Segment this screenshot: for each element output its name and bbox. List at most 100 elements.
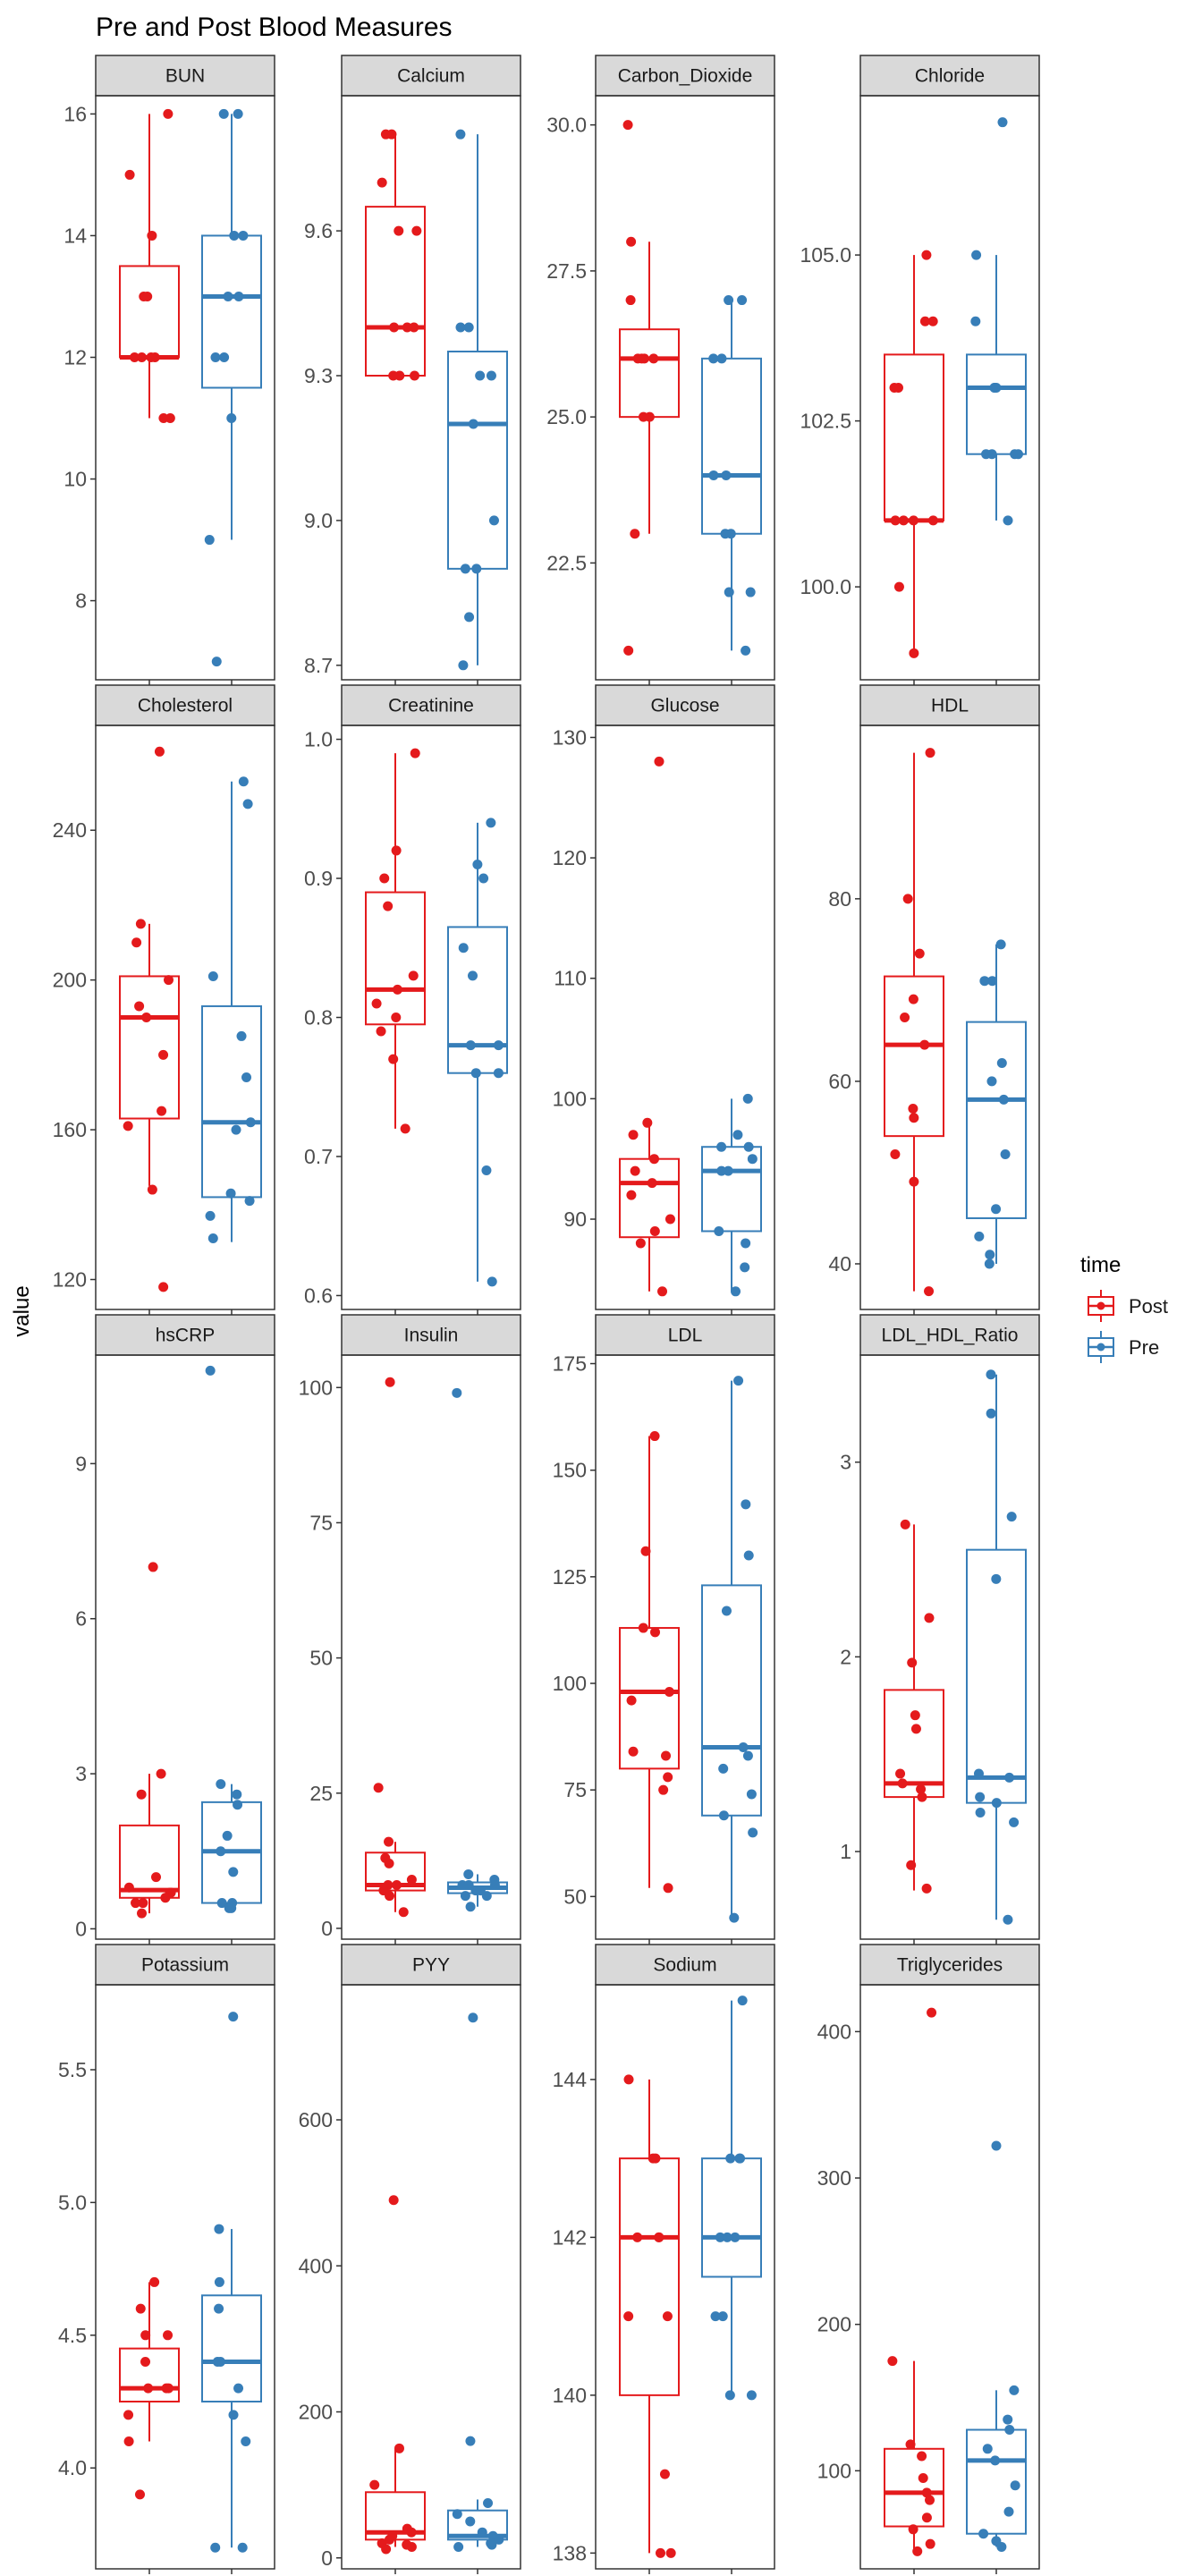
facet-strip bbox=[95, 55, 275, 97]
y-tick-label: 50 bbox=[309, 1647, 333, 1670]
data-point bbox=[925, 2495, 935, 2505]
data-point bbox=[649, 1431, 660, 1442]
data-point bbox=[494, 2534, 504, 2545]
box-pre bbox=[201, 1004, 262, 1199]
data-point bbox=[626, 1190, 637, 1200]
data-point bbox=[623, 645, 634, 656]
data-point bbox=[158, 1282, 169, 1292]
data-point bbox=[991, 2140, 1002, 2151]
data-point bbox=[406, 2542, 417, 2553]
data-point bbox=[142, 291, 153, 301]
data-point bbox=[984, 1258, 995, 1269]
data-point bbox=[158, 1049, 169, 1060]
data-point bbox=[233, 108, 243, 119]
data-point bbox=[384, 1836, 394, 1847]
y-tick-label: 140 bbox=[553, 2384, 587, 2407]
y-tick-label: 25 bbox=[309, 1782, 333, 1805]
data-point bbox=[409, 322, 419, 333]
data-point bbox=[214, 2276, 224, 2287]
data-point bbox=[207, 970, 218, 981]
data-point bbox=[477, 2527, 487, 2538]
y-tick-label: 40 bbox=[828, 1252, 851, 1275]
data-point bbox=[659, 2469, 670, 2479]
panel-border bbox=[95, 95, 275, 681]
box-post bbox=[619, 328, 680, 419]
y-tick-label: 10 bbox=[63, 468, 87, 491]
data-point bbox=[1003, 1914, 1013, 1925]
data-point bbox=[912, 2546, 923, 2556]
panel-border bbox=[859, 95, 1040, 681]
facet-strip-label: PYY bbox=[412, 1955, 450, 1976]
facet-strip-label: Carbon_Dioxide bbox=[618, 66, 753, 87]
facet-strip bbox=[95, 684, 275, 726]
y-tick-label: 14 bbox=[63, 224, 87, 247]
y-tick-label: 75 bbox=[563, 1778, 587, 1801]
facet-strip bbox=[341, 1314, 521, 1356]
y-tick-label: 30.0 bbox=[546, 114, 587, 137]
data-point bbox=[385, 1377, 395, 1387]
data-point bbox=[141, 1013, 152, 1022]
data-point bbox=[917, 1792, 927, 1802]
data-point bbox=[895, 1768, 906, 1779]
data-point bbox=[708, 353, 719, 364]
y-tick-label: 0.6 bbox=[304, 1284, 333, 1307]
legend-key-point bbox=[1096, 1343, 1105, 1352]
data-point bbox=[136, 1789, 147, 1800]
data-point bbox=[487, 2539, 497, 2550]
data-point bbox=[391, 1013, 402, 1022]
data-point bbox=[623, 2074, 634, 2085]
data-point bbox=[164, 975, 174, 986]
data-point bbox=[160, 1893, 171, 1903]
panel-border bbox=[859, 1354, 1040, 1940]
data-point bbox=[648, 1154, 659, 1165]
data-point bbox=[207, 1233, 218, 1243]
data-point bbox=[900, 1013, 910, 1022]
data-point bbox=[472, 859, 483, 869]
facet-strip-label: hsCRP bbox=[156, 1326, 216, 1346]
y-tick-label: 5.5 bbox=[58, 2058, 87, 2081]
data-point bbox=[721, 1606, 732, 1616]
data-point bbox=[458, 660, 469, 671]
data-point bbox=[135, 919, 146, 929]
facet-strip-label: Insulin bbox=[404, 1326, 459, 1346]
y-tick-label: 200 bbox=[53, 969, 87, 992]
data-point bbox=[741, 1499, 751, 1510]
y-tick-label: 138 bbox=[553, 2541, 587, 2564]
data-point bbox=[1009, 1817, 1020, 1827]
data-point bbox=[721, 470, 732, 480]
y-tick-label: 9 bbox=[75, 1452, 87, 1475]
box-pre bbox=[701, 1584, 762, 1817]
y-tick-label: 16 bbox=[63, 102, 87, 125]
y-tick-label: 120 bbox=[53, 1268, 87, 1292]
facet-panel-ldl-hdl-ratio: LDL_HDL_Ratio123PostPre bbox=[840, 1314, 1040, 1974]
data-point bbox=[388, 370, 399, 381]
data-point bbox=[654, 2232, 664, 2242]
data-point bbox=[661, 1750, 672, 1761]
panel-border bbox=[595, 95, 775, 681]
data-point bbox=[746, 1789, 757, 1800]
data-point bbox=[648, 353, 659, 364]
data-point bbox=[386, 129, 397, 140]
facet-strip-label: Calcium bbox=[397, 66, 465, 87]
data-point bbox=[452, 1387, 462, 1398]
data-point bbox=[625, 295, 636, 306]
panel-border bbox=[595, 1984, 775, 2570]
data-point bbox=[997, 117, 1008, 128]
data-point bbox=[740, 1262, 750, 1273]
data-point bbox=[137, 1908, 148, 1919]
data-point bbox=[716, 1165, 727, 1176]
data-point bbox=[743, 1550, 754, 1561]
data-point bbox=[129, 352, 140, 362]
data-point bbox=[729, 1912, 740, 1923]
data-point bbox=[471, 564, 482, 574]
data-point bbox=[919, 316, 930, 326]
y-tick-label: 90 bbox=[563, 1208, 587, 1231]
box-post bbox=[619, 2157, 680, 2396]
data-point bbox=[1000, 1149, 1011, 1160]
data-point bbox=[131, 1898, 141, 1909]
data-point bbox=[123, 1882, 134, 1893]
data-point bbox=[226, 413, 237, 424]
data-point bbox=[987, 976, 998, 987]
data-point bbox=[371, 998, 382, 1009]
